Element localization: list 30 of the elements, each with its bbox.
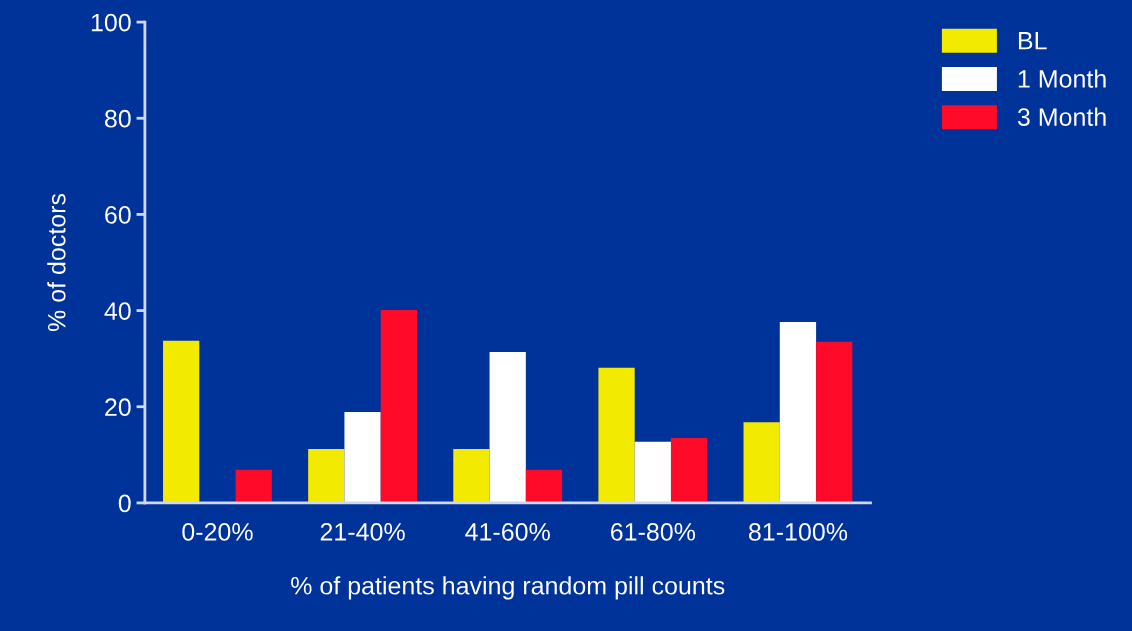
bar: [380, 310, 417, 503]
x-tick-label: 41-60%: [465, 523, 550, 541]
y-axis-title: % of doctors: [47, 193, 66, 332]
bar: [235, 469, 272, 503]
bar: [489, 351, 526, 503]
legend-label: BL: [1018, 32, 1047, 50]
bar: [163, 340, 200, 503]
bar: [634, 441, 671, 503]
bar: [779, 322, 817, 503]
x-tick-label: 61-80%: [611, 523, 696, 541]
legend-label: 1 Month: [1018, 69, 1106, 88]
bar: [816, 341, 853, 503]
y-tick-label: 60: [105, 206, 131, 224]
x-tick-label: 21-40%: [320, 523, 405, 541]
bar: [308, 449, 345, 503]
x-axis-title: % of patients having random pill counts: [291, 576, 725, 600]
legend-label: 3 Month: [1017, 107, 1106, 126]
y-tick-label: 80: [104, 109, 131, 128]
bar: [344, 412, 381, 503]
bar: [743, 422, 780, 503]
x-tick-label: 81-100%: [749, 523, 848, 541]
bar: [525, 469, 563, 503]
bar: [598, 367, 635, 503]
y-tick-label: 20: [105, 398, 131, 417]
y-tick-label: 40: [104, 302, 131, 320]
bar: [670, 438, 708, 503]
bar: [453, 449, 490, 503]
x-tick-label: 0-20%: [182, 523, 253, 541]
y-tick-label: 100: [91, 13, 131, 32]
y-tick-label: 0: [118, 494, 131, 513]
